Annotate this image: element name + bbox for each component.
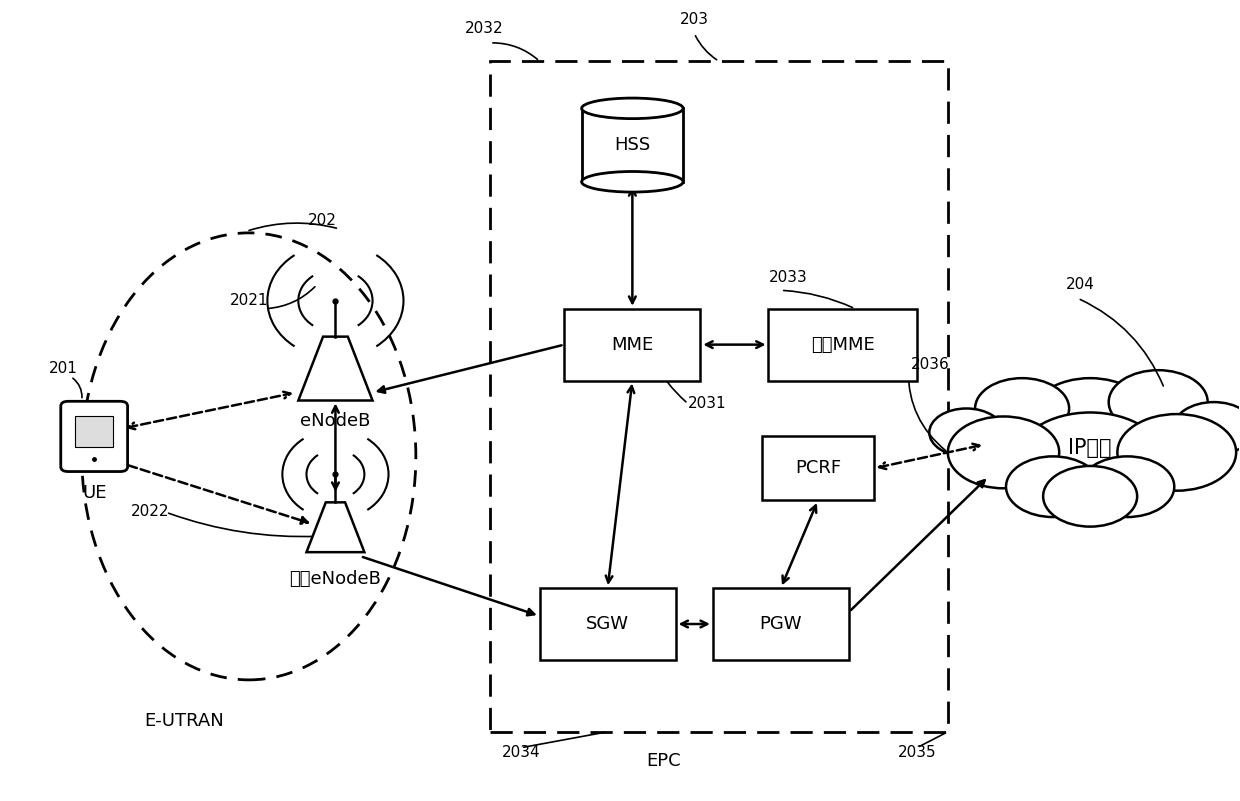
Text: 其它eNodeB: 其它eNodeB	[289, 570, 382, 588]
Text: E-UTRAN: E-UTRAN	[145, 712, 224, 731]
Text: 2035: 2035	[898, 745, 936, 760]
Circle shape	[929, 409, 1003, 457]
Bar	[769, 308, 916, 380]
Text: PGW: PGW	[760, 615, 802, 633]
Bar	[564, 308, 701, 380]
Bar	[490, 61, 947, 732]
Text: 其它MME: 其它MME	[811, 336, 874, 353]
Circle shape	[1006, 457, 1100, 517]
FancyBboxPatch shape	[61, 401, 128, 472]
Bar	[763, 437, 874, 501]
Circle shape	[975, 378, 1069, 439]
Text: 203: 203	[680, 12, 709, 26]
Text: 2033: 2033	[769, 271, 807, 285]
Bar	[582, 108, 683, 182]
Text: IP业务: IP业务	[1069, 438, 1112, 458]
Text: 201: 201	[48, 360, 77, 376]
Text: 2021: 2021	[231, 292, 269, 308]
Text: 202: 202	[309, 213, 337, 228]
Bar	[76, 416, 113, 448]
Circle shape	[1117, 414, 1236, 491]
Text: EPC: EPC	[646, 752, 681, 771]
Circle shape	[1016, 413, 1164, 509]
Text: SGW: SGW	[587, 615, 629, 633]
Bar	[539, 588, 676, 660]
Circle shape	[1030, 378, 1149, 455]
Circle shape	[947, 417, 1059, 489]
Circle shape	[1080, 457, 1174, 517]
Circle shape	[1043, 466, 1137, 526]
Text: 2032: 2032	[465, 22, 503, 36]
Text: 2031: 2031	[688, 396, 727, 412]
Text: 2036: 2036	[910, 356, 950, 372]
Circle shape	[1173, 402, 1240, 455]
Text: PCRF: PCRF	[795, 459, 841, 477]
Bar	[713, 588, 849, 660]
Ellipse shape	[582, 98, 683, 119]
Circle shape	[1109, 370, 1208, 434]
Polygon shape	[306, 502, 365, 552]
Text: 2034: 2034	[502, 745, 541, 760]
Text: 2022: 2022	[131, 505, 170, 519]
Text: UE: UE	[82, 485, 107, 502]
Polygon shape	[299, 336, 372, 400]
Ellipse shape	[582, 171, 683, 192]
Text: MME: MME	[611, 336, 653, 353]
Text: eNodeB: eNodeB	[300, 413, 371, 430]
Text: 204: 204	[1065, 277, 1094, 292]
Text: HSS: HSS	[614, 136, 651, 154]
